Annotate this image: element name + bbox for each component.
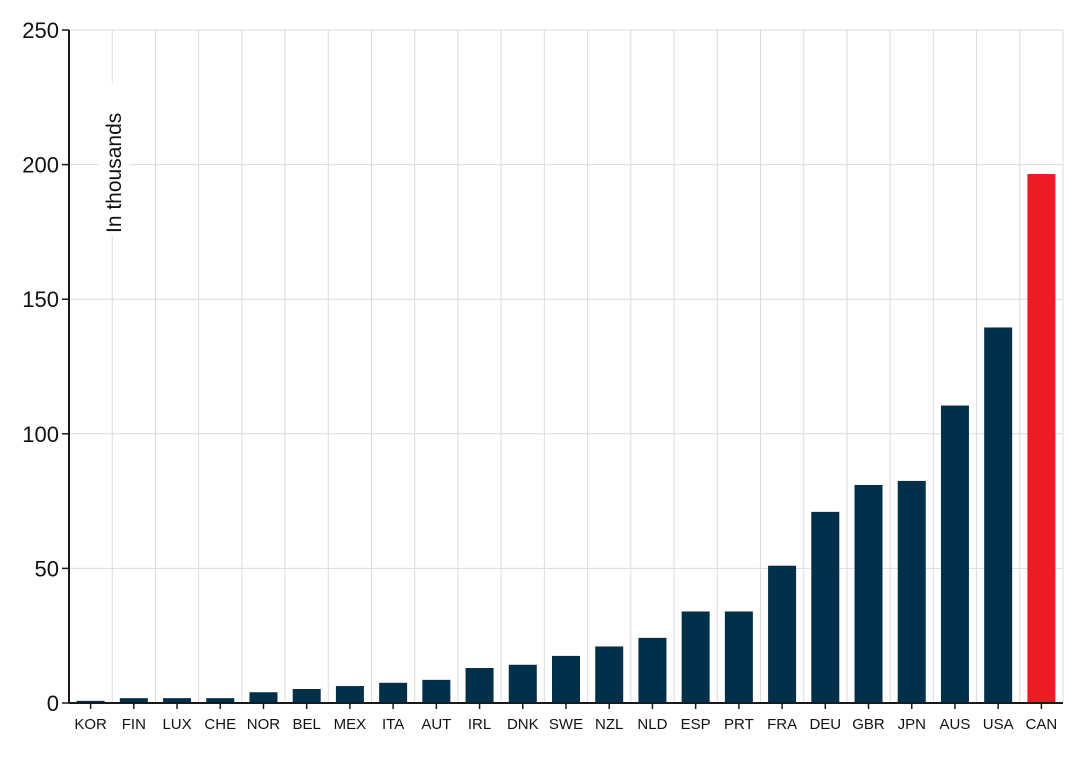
x-tick-label: GBR (852, 716, 885, 733)
x-tick-label: CAN (1026, 716, 1058, 733)
x-tick-label: CHE (204, 716, 236, 733)
bar-irl (465, 668, 494, 703)
bar-aus (940, 405, 969, 703)
bar-nld (638, 637, 667, 703)
y-tick-label: 200 (22, 153, 59, 178)
bar-esp (681, 611, 710, 703)
x-tick-label: LUX (162, 716, 191, 733)
bar-dnk (508, 664, 537, 703)
x-tick-label: KOR (74, 716, 107, 733)
bar-aut (422, 679, 451, 703)
bar-swe (552, 655, 580, 703)
x-ticks: KOR FIN LUX CHE NOR BEL MEX ITA AUT IRL DNK SWE NZL N… (74, 703, 1057, 733)
y-tick-label: 150 (22, 287, 59, 312)
x-tick-label: BEL (293, 716, 321, 733)
y-axis-label: In thousands (103, 113, 126, 233)
bar-che (206, 698, 235, 703)
bar-fin (119, 698, 148, 703)
gridlines (69, 29, 1064, 704)
bar-ita (379, 682, 408, 703)
bar-lux (163, 698, 192, 703)
bar-jpn (897, 480, 926, 703)
x-tick-label: JPN (898, 716, 926, 733)
x-tick-label: AUT (421, 716, 451, 733)
bar-can (1027, 174, 1056, 704)
bar-prt (724, 611, 753, 703)
y-tick-label: 0 (47, 691, 59, 716)
x-tick-label: FRA (767, 716, 797, 733)
x-tick-label: MEX (334, 716, 367, 733)
x-tick-label: IRL (468, 716, 491, 733)
x-tick-label: FIN (122, 716, 146, 733)
x-tick-label: USA (983, 716, 1014, 733)
x-tick-label: DEU (809, 716, 841, 733)
bar-fra (768, 565, 797, 703)
bar-nor (249, 692, 278, 703)
bar-kor (76, 700, 105, 703)
x-tick-label: DNK (507, 716, 539, 733)
bar-bel (292, 689, 321, 703)
y-tick-label: 50 (35, 556, 59, 581)
bar-gbr (854, 484, 883, 703)
bars (76, 174, 1056, 704)
y-axis-label-background (99, 83, 129, 235)
x-tick-label: NLD (637, 716, 667, 733)
x-tick-label: SWE (549, 716, 583, 733)
bar-nzl (595, 646, 624, 703)
x-tick-label: ITA (382, 716, 404, 733)
bar-mex (335, 686, 364, 703)
x-tick-label: ESP (681, 716, 711, 733)
bar-usa (984, 327, 1013, 703)
x-tick-label: PRT (724, 716, 754, 733)
x-tick-label: NOR (247, 716, 281, 733)
y-axis-label-group: In thousands (99, 83, 129, 235)
x-tick-label: AUS (940, 716, 971, 733)
y-ticks: 0 50 100 150 200 250 (22, 18, 69, 716)
y-tick-label: 250 (22, 18, 59, 43)
x-tick-label: NZL (595, 716, 623, 733)
y-tick-label: 100 (22, 422, 59, 447)
bar-deu (811, 511, 840, 703)
